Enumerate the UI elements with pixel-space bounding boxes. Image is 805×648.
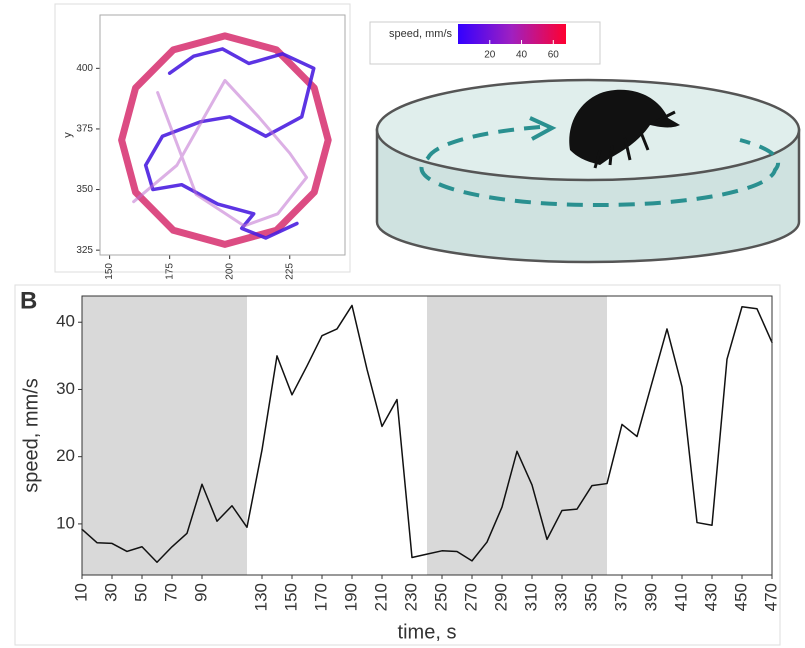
legs [593, 110, 676, 169]
y-tick-label: 350 [76, 184, 93, 195]
amphipod [569, 89, 680, 165]
arrow-head [529, 116, 557, 141]
y-tick-label: 400 [76, 63, 93, 74]
x-tick-label: 390 [641, 583, 660, 611]
x-tick-label: 200 [224, 263, 235, 280]
x-tick-label: 370 [611, 583, 630, 611]
x-tick-label: 430 [701, 583, 720, 611]
colorbar-title: speed, mm/s [389, 28, 452, 40]
y-tick-label: 325 [76, 245, 93, 256]
y-tick-label: 10 [56, 513, 75, 532]
x-tick-label: 150 [281, 583, 300, 611]
x-tick-label: 70 [161, 583, 180, 602]
x-tick-label: 250 [431, 583, 450, 611]
x-tick-label: 410 [671, 583, 690, 611]
x-tick-label: 470 [761, 583, 780, 611]
plot-frame [81, 295, 773, 576]
x-tick-label: 175 [164, 263, 175, 280]
motion-path [419, 125, 781, 208]
y-axis-label: speed, mm/s [20, 378, 42, 492]
x-tick-label: 30 [101, 583, 120, 602]
colorbar-tick-label: 60 [548, 50, 560, 61]
y-axis-label: y [62, 132, 74, 138]
x-tick-label: 230 [401, 583, 420, 611]
panel-b-frame [14, 284, 781, 646]
y-tick-label: 30 [56, 379, 75, 398]
x-tick-label: 450 [731, 583, 750, 611]
x-tick-label: 10 [71, 583, 90, 602]
colorbar-tick-label: 40 [516, 50, 528, 61]
x-axis-label: time, s [398, 621, 457, 643]
x-tick-label: 210 [371, 583, 390, 611]
data-line [118, 32, 332, 248]
x-tick-label: 130 [251, 583, 270, 611]
x-tick-label: 170 [311, 583, 330, 611]
x-tick-label: 330 [551, 583, 570, 611]
panel-a-frame [54, 3, 351, 273]
data-line [81, 304, 773, 563]
shaded-range [82, 296, 247, 575]
y-tick-label: 375 [76, 124, 93, 135]
x-tick-label: 290 [491, 583, 510, 611]
y-tick-label: 20 [56, 446, 75, 465]
x-tick-label: 50 [131, 583, 150, 602]
panel-label: B [20, 287, 37, 314]
shaded-range [427, 296, 607, 575]
x-tick-label: 270 [461, 583, 480, 611]
dish-diagram [375, 78, 801, 264]
x-tick-label: 350 [581, 583, 600, 611]
x-tick-label: 90 [191, 583, 210, 602]
colorbar [458, 24, 566, 44]
colorbar-tick-label: 20 [484, 50, 496, 61]
x-tick-label: 150 [104, 263, 115, 280]
y-tick-label: 40 [56, 312, 75, 331]
x-tick-label: 190 [341, 583, 360, 611]
x-tick-label: 310 [521, 583, 540, 611]
x-tick-label: 225 [284, 263, 295, 280]
plot-frame [99, 14, 346, 256]
data-line [132, 78, 309, 228]
